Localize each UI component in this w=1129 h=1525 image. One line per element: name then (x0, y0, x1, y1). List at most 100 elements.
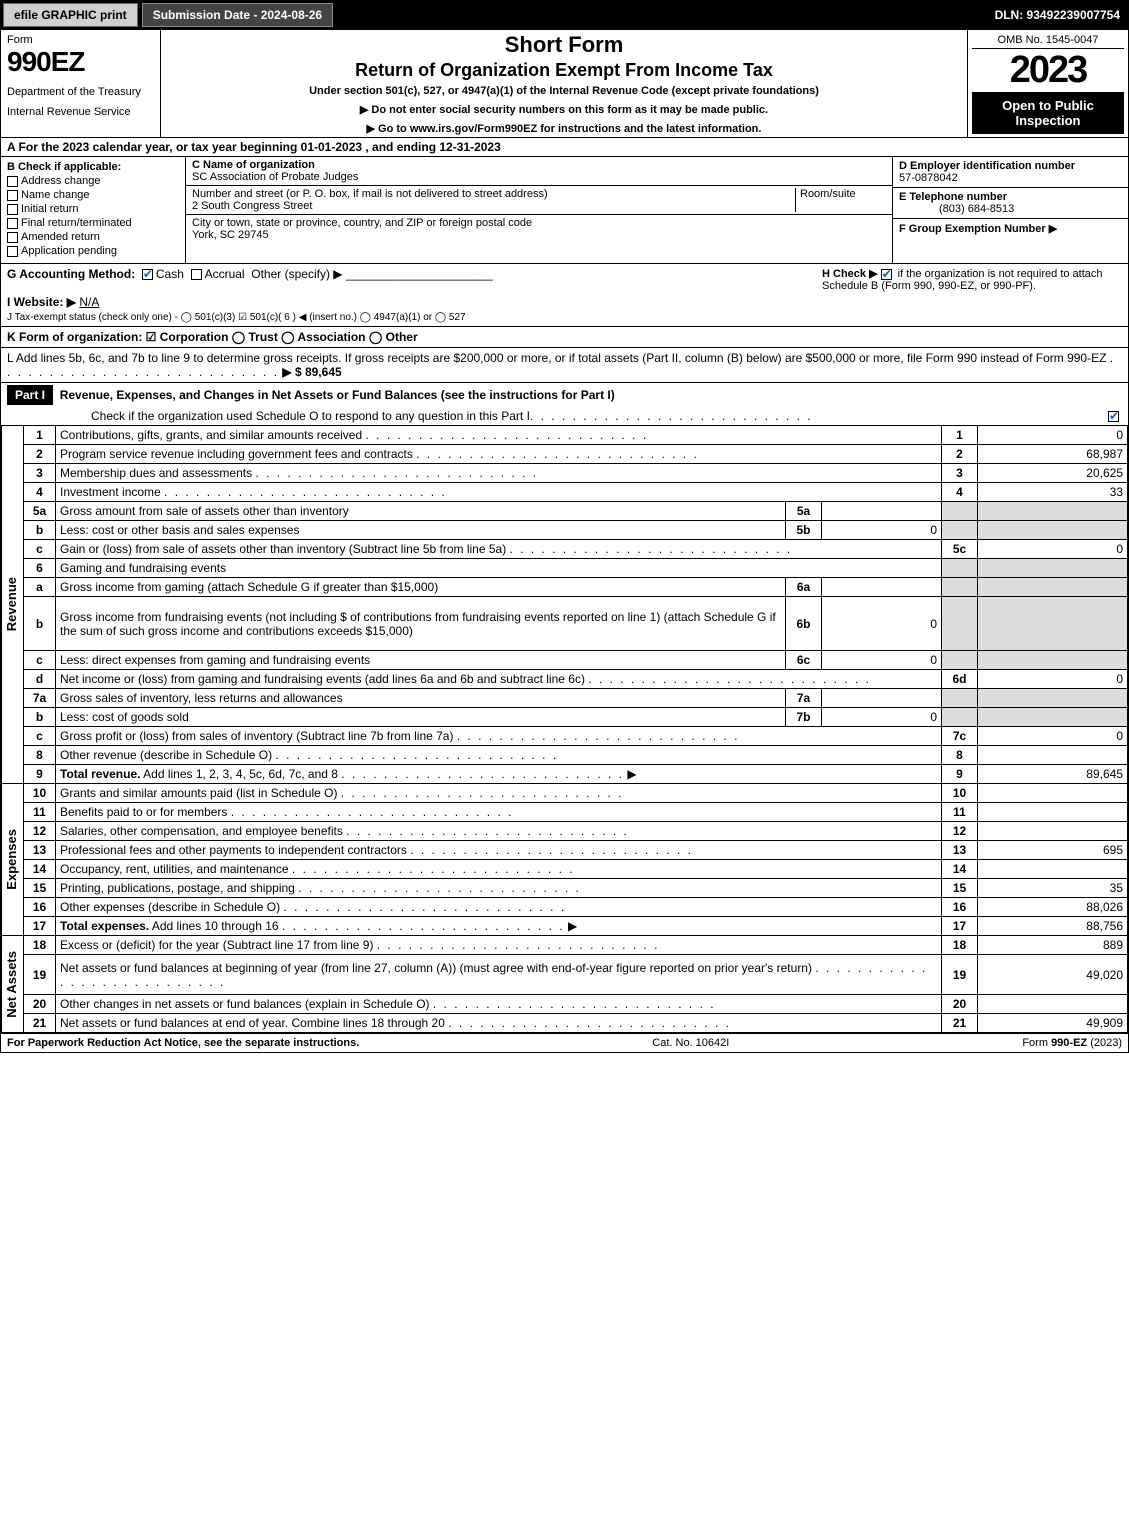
table-row: 15Printing, publications, postage, and s… (2, 879, 1128, 898)
line-ref: 19 (942, 955, 978, 995)
line-value-shaded (978, 502, 1128, 521)
table-row: 19Net assets or fund balances at beginni… (2, 955, 1128, 995)
line-number: 21 (24, 1014, 56, 1033)
line-ref-shaded (942, 651, 978, 670)
line-description: Total revenue. Add lines 1, 2, 3, 4, 5c,… (56, 765, 942, 784)
line-description: Gross income from gaming (attach Schedul… (56, 578, 786, 597)
instr-ssn: ▶ Do not enter social security numbers o… (167, 103, 961, 116)
table-row: Revenue1Contributions, gifts, grants, an… (2, 426, 1128, 445)
line-description: Net assets or fund balances at end of ye… (56, 1014, 942, 1033)
line-ref: 4 (942, 483, 978, 502)
line-value (978, 822, 1128, 841)
chk-application-pending[interactable]: Application pending (7, 245, 179, 257)
box-c: C Name of organization SC Association of… (186, 157, 893, 263)
line-number: b (24, 597, 56, 651)
efile-print-button[interactable]: efile GRAPHIC print (3, 3, 138, 27)
section-label: Net Assets (2, 943, 21, 1026)
dln-label: DLN: 93492239007754 (987, 4, 1128, 26)
chk-schedule-b[interactable] (881, 269, 892, 280)
line-number: 18 (24, 936, 56, 955)
table-row: 2Program service revenue including gover… (2, 445, 1128, 464)
tel-value: (803) 684-8513 (899, 203, 1014, 215)
line-value: 889 (978, 936, 1128, 955)
table-row: bGross income from fundraising events (n… (2, 597, 1128, 651)
table-row: 7aGross sales of inventory, less returns… (2, 689, 1128, 708)
other-specify: Other (specify) ▶ (251, 267, 342, 281)
chk-accrual[interactable] (191, 269, 202, 280)
line-number: 15 (24, 879, 56, 898)
line-number: b (24, 521, 56, 540)
section-label: Expenses (2, 821, 21, 898)
row-j: J Tax-exempt status (check only one) - ◯… (7, 312, 466, 323)
table-row: 3Membership dues and assessments 320,625 (2, 464, 1128, 483)
chk-name-change[interactable]: Name change (7, 189, 179, 201)
header-right: OMB No. 1545-0047 2023 Open to Public In… (968, 30, 1128, 137)
dept-treasury: Department of the Treasury (7, 86, 154, 98)
table-row: 6Gaming and fundraising events (2, 559, 1128, 578)
mini-value: 0 (822, 708, 942, 727)
line-number: 10 (24, 784, 56, 803)
line-description: Gaming and fundraising events (56, 559, 942, 578)
table-row: 11Benefits paid to or for members 11 (2, 803, 1128, 822)
line-ref: 12 (942, 822, 978, 841)
title-short: Short Form (167, 32, 961, 58)
part1-check-row: Check if the organization used Schedule … (1, 407, 1128, 425)
mini-value (822, 502, 942, 521)
form-container: efile GRAPHIC print Submission Date - 20… (0, 0, 1129, 1053)
line-description: Less: cost of goods sold (56, 708, 786, 727)
table-row: bLess: cost of goods sold7b0 (2, 708, 1128, 727)
line-ref: 2 (942, 445, 978, 464)
line-description: Gain or (loss) from sale of assets other… (56, 540, 942, 559)
table-row: 5aGross amount from sale of assets other… (2, 502, 1128, 521)
row-l: L Add lines 5b, 6c, and 7b to line 9 to … (1, 347, 1128, 382)
line-value: 49,909 (978, 1014, 1128, 1033)
form-footer: For Paperwork Reduction Act Notice, see … (1, 1033, 1128, 1052)
line-value: 695 (978, 841, 1128, 860)
line-ref: 6d (942, 670, 978, 689)
line-ref-shaded (942, 578, 978, 597)
line-value-shaded (978, 521, 1128, 540)
mini-value: 0 (822, 521, 942, 540)
line-number: 1 (24, 426, 56, 445)
form-header: Form 990EZ Department of the Treasury In… (1, 29, 1128, 137)
line-description: Salaries, other compensation, and employ… (56, 822, 942, 841)
line-description: Investment income (56, 483, 942, 502)
line-number: 14 (24, 860, 56, 879)
chk-amended-return[interactable]: Amended return (7, 231, 179, 243)
line-description: Net assets or fund balances at beginning… (56, 955, 942, 995)
line-description: Professional fees and other payments to … (56, 841, 942, 860)
line-ref: 3 (942, 464, 978, 483)
line-ref: 5c (942, 540, 978, 559)
line-description: Excess or (deficit) for the year (Subtra… (56, 936, 942, 955)
chk-cash[interactable] (142, 269, 153, 280)
line-description: Benefits paid to or for members (56, 803, 942, 822)
line-number: b (24, 708, 56, 727)
row-k: K Form of organization: ☑ Corporation ◯ … (1, 326, 1128, 347)
line-value: 0 (978, 426, 1128, 445)
line-number: 6 (24, 559, 56, 578)
chk-final-return[interactable]: Final return/terminated (7, 217, 179, 229)
line-value: 88,026 (978, 898, 1128, 917)
line-ref: 1 (942, 426, 978, 445)
chk-schedule-o[interactable] (1108, 411, 1119, 422)
line-ref-shaded (942, 708, 978, 727)
mini-value (822, 578, 942, 597)
mini-ref: 7a (786, 689, 822, 708)
chk-address-change[interactable]: Address change (7, 175, 179, 187)
accounting-method-label: G Accounting Method: (7, 267, 135, 281)
website-label: I Website: ▶ (7, 295, 76, 309)
line-value-shaded (978, 708, 1128, 727)
footer-left: For Paperwork Reduction Act Notice, see … (7, 1037, 359, 1049)
open-to-public: Open to Public Inspection (972, 92, 1124, 134)
line-number: c (24, 727, 56, 746)
mini-ref: 6b (786, 597, 822, 651)
topbar: efile GRAPHIC print Submission Date - 20… (1, 1, 1128, 29)
line-value-shaded (978, 578, 1128, 597)
chk-initial-return[interactable]: Initial return (7, 203, 179, 215)
line-value: 0 (978, 540, 1128, 559)
line-number: 17 (24, 917, 56, 936)
line-ref-shaded (942, 502, 978, 521)
line-value: 0 (978, 670, 1128, 689)
line-value-shaded (978, 597, 1128, 651)
line-description: Net income or (loss) from gaming and fun… (56, 670, 942, 689)
